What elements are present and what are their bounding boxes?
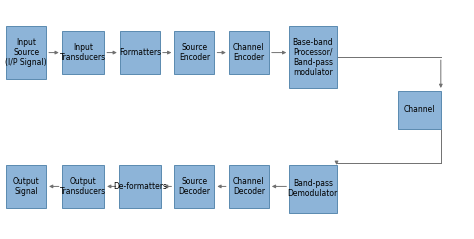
FancyBboxPatch shape [6,165,46,208]
FancyBboxPatch shape [289,165,337,213]
FancyBboxPatch shape [6,26,46,79]
Text: Input
Transducers: Input Transducers [60,43,106,62]
FancyBboxPatch shape [174,165,214,208]
FancyBboxPatch shape [118,165,161,208]
FancyBboxPatch shape [62,165,104,208]
Text: De-formatters: De-formatters [113,182,167,191]
Text: Output
Transducers: Output Transducers [60,177,106,196]
FancyBboxPatch shape [228,165,269,208]
FancyBboxPatch shape [119,31,160,74]
Text: Band-pass
Demodulator: Band-pass Demodulator [288,179,338,198]
FancyBboxPatch shape [289,26,337,88]
FancyBboxPatch shape [174,31,214,74]
Text: Output
Signal: Output Signal [13,177,39,196]
FancyBboxPatch shape [228,31,269,74]
Text: Source
Encoder: Source Encoder [179,43,210,62]
Text: Base-band
Processor/
Band-pass
modulator: Base-band Processor/ Band-pass modulator [292,38,333,77]
Text: Channel
Decoder: Channel Decoder [233,177,265,196]
Text: Input
Source
(I/P Signal): Input Source (I/P Signal) [5,38,47,67]
Text: Formatters: Formatters [119,48,161,57]
FancyBboxPatch shape [62,31,104,74]
Text: Channel: Channel [404,105,435,114]
FancyBboxPatch shape [398,91,441,129]
Text: Source
Decoder: Source Decoder [178,177,210,196]
Text: Channel
Encoder: Channel Encoder [233,43,264,62]
